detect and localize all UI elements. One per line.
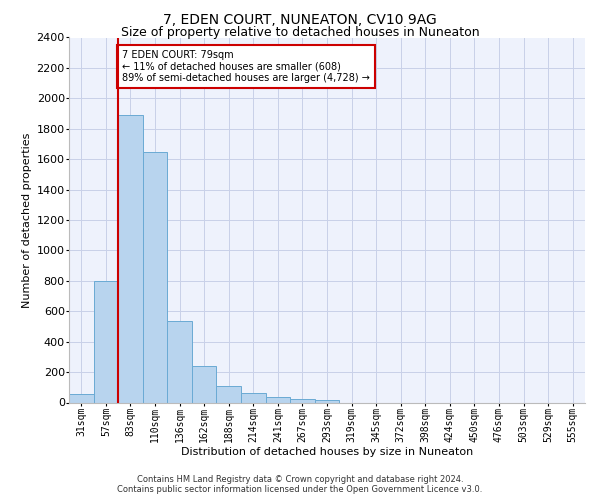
Text: Size of property relative to detached houses in Nuneaton: Size of property relative to detached ho… (121, 26, 479, 39)
Bar (94, 281, 118, 402)
Bar (290, 398, 315, 402)
Bar (143, 152, 167, 402)
Bar (315, 400, 339, 402)
Bar (167, 321, 192, 402)
Y-axis label: Number of detached properties: Number of detached properties (22, 132, 32, 308)
Bar (118, 115, 143, 403)
Bar (217, 386, 241, 402)
Bar (69, 394, 94, 402)
Text: 7, EDEN COURT, NUNEATON, CV10 9AG: 7, EDEN COURT, NUNEATON, CV10 9AG (163, 12, 437, 26)
Text: Contains HM Land Registry data © Crown copyright and database right 2024.
Contai: Contains HM Land Registry data © Crown c… (118, 474, 482, 494)
Bar (266, 396, 290, 402)
X-axis label: Distribution of detached houses by size in Nuneaton: Distribution of detached houses by size … (181, 448, 473, 458)
Bar (192, 366, 217, 403)
Bar (241, 394, 266, 402)
Text: 7 EDEN COURT: 79sqm
← 11% of detached houses are smaller (608)
89% of semi-detac: 7 EDEN COURT: 79sqm ← 11% of detached ho… (122, 50, 370, 83)
